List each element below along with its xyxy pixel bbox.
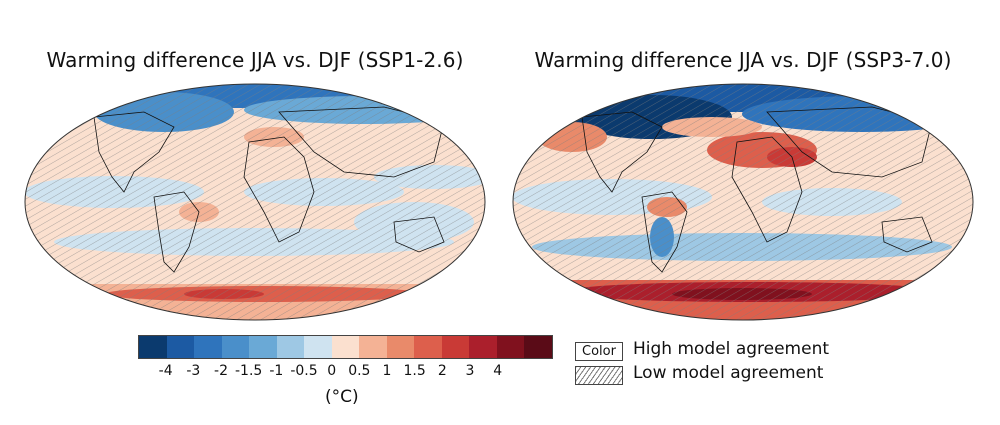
legend-color-swatch: Color: [575, 342, 623, 361]
colorbar-tick-label: -4: [158, 363, 173, 379]
map-title: Warming difference JJA vs. DJF (SSP1-2.6…: [46, 48, 464, 72]
colorbar-tick-label: -3: [186, 363, 201, 379]
colorbar-cell: [304, 336, 332, 358]
colorbar-cell: [276, 336, 305, 358]
colorbar-cell: [194, 336, 222, 358]
colorbar-cell: [414, 336, 442, 358]
colorbar-cell: [441, 336, 470, 358]
colorbar-tick-label: -2: [214, 363, 228, 379]
world-map: [24, 83, 486, 321]
colorbar-tick-label: 4: [493, 363, 503, 379]
map-title: Warming difference JJA vs. DJF (SSP3-7.0…: [534, 48, 952, 72]
colorbar-cell: [496, 336, 525, 358]
colorbar: [138, 335, 553, 359]
colorbar-cell: [469, 336, 497, 358]
legend-high-label: High model agreement: [633, 339, 830, 359]
colorbar-tick-label: -1.5: [234, 363, 263, 379]
legend-hatch-swatch: [575, 366, 623, 385]
colorbar-tick-label: 1: [382, 363, 392, 379]
colorbar-cell: [331, 336, 360, 358]
colorbar-tick-label: 0.5: [348, 363, 371, 379]
colorbar-tick-label: 3: [465, 363, 475, 379]
colorbar-cell: [166, 336, 195, 358]
colorbar-tick-label: -0.5: [290, 363, 318, 379]
colorbar-tick-label: 1.5: [403, 363, 426, 379]
colorbar-tick-label: 2: [437, 363, 447, 379]
legend-low-label: Low model agreement: [633, 363, 824, 383]
colorbar-ticks: -4 -3 -2 -1.5 -1 -0.5 0 0.5 1 1.5 2 3 4: [138, 363, 553, 383]
colorbar-tick-label: -1: [269, 363, 284, 379]
colorbar-cell: [524, 336, 552, 358]
world-map: [512, 83, 974, 321]
colorbar-cell: [221, 336, 250, 358]
colorbar-cell: [386, 336, 415, 358]
colorbar-cell: [139, 336, 167, 358]
colorbar-unit: (°C): [325, 387, 359, 407]
colorbar-cell: [249, 336, 277, 358]
colorbar-tick-label: 0: [327, 363, 337, 379]
colorbar-cell: [359, 336, 387, 358]
